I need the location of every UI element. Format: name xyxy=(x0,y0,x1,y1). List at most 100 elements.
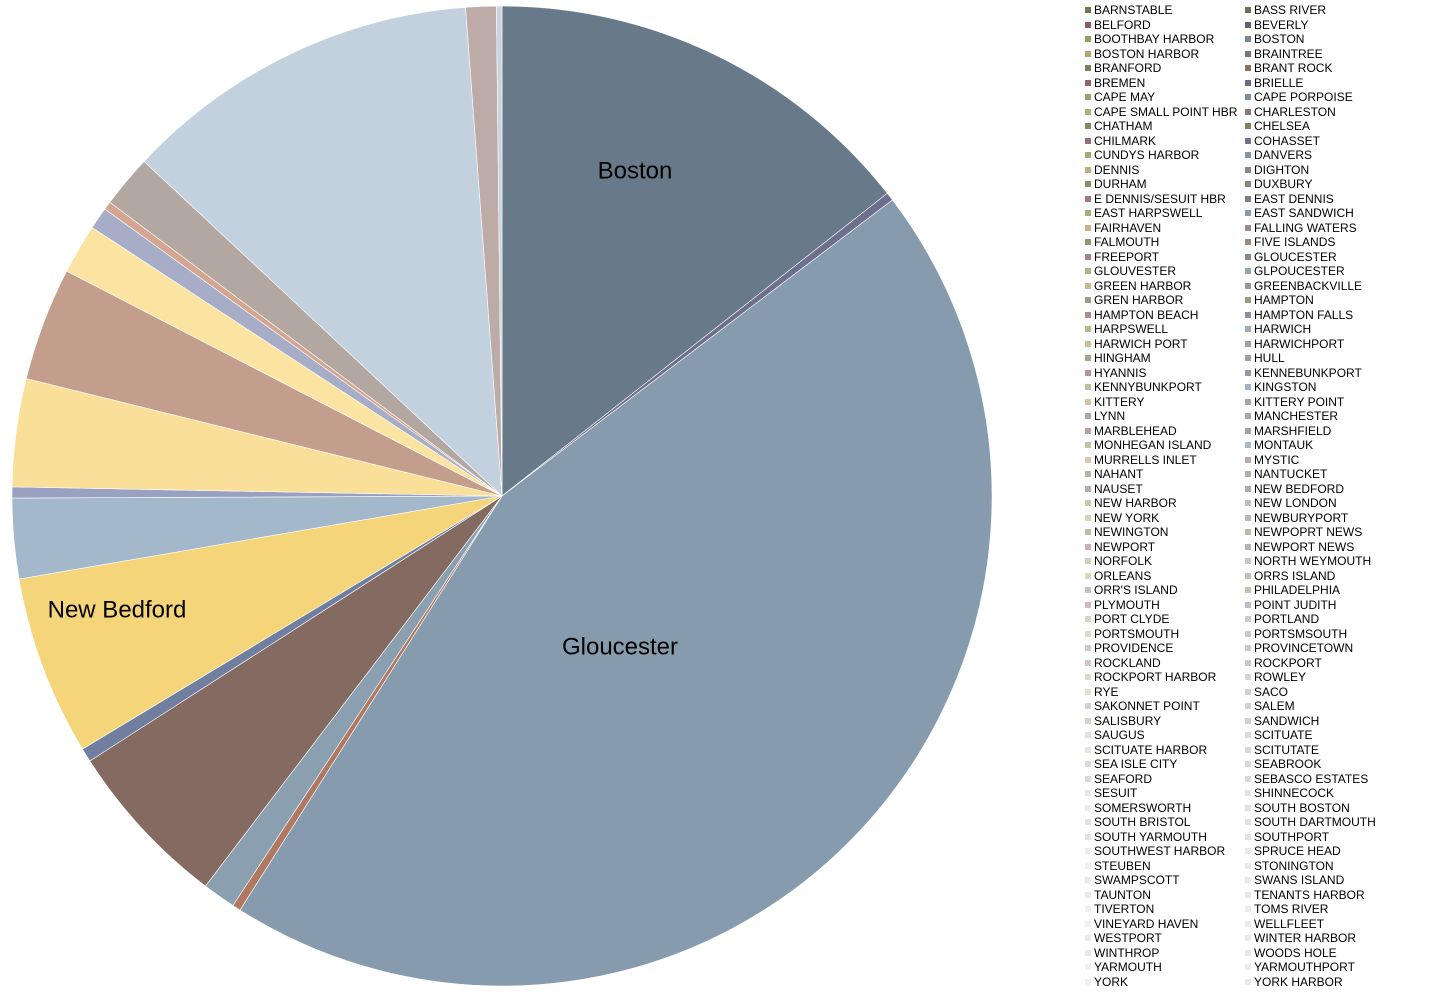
legend-swatch xyxy=(1245,819,1251,826)
legend-item: MYSTIC xyxy=(1245,453,1415,468)
legend-swatch xyxy=(1245,21,1251,28)
legend-item: WELLFLEET xyxy=(1245,917,1415,932)
legend-swatch xyxy=(1085,645,1091,652)
legend-label: TAUNTON xyxy=(1094,887,1151,902)
legend-label: NORFOLK xyxy=(1094,554,1153,568)
legend-item: PORTSMSOUTH xyxy=(1245,627,1415,642)
legend-item: BASS RIVER xyxy=(1245,3,1415,18)
legend-item: HARWICH xyxy=(1245,322,1415,337)
legend-label: MURRELLS INLET xyxy=(1094,452,1197,467)
legend-label: RYE xyxy=(1094,684,1119,699)
legend-swatch xyxy=(1245,65,1251,72)
legend-swatch xyxy=(1085,166,1091,173)
legend-swatch xyxy=(1245,978,1251,985)
legend-label: WESTPORT xyxy=(1094,931,1162,945)
legend-item: EAST SANDWICH xyxy=(1245,206,1415,221)
legend-label: KENNYBUNKPORT xyxy=(1094,380,1202,394)
legend-label: NEWINGTON xyxy=(1094,525,1169,539)
legend-label: TENANTS HARBOR xyxy=(1254,887,1365,902)
legend-label: ROCKPORT HARBOR xyxy=(1094,670,1217,684)
legend-swatch xyxy=(1245,355,1251,362)
legend-swatch xyxy=(1245,253,1251,260)
legend-swatch xyxy=(1085,108,1091,115)
legend-swatch xyxy=(1085,253,1091,260)
legend-label: VINEYARD HAVEN xyxy=(1094,916,1199,931)
legend-item: GREENBACKVILLE xyxy=(1245,279,1415,294)
legend-item: TENANTS HARBOR xyxy=(1245,888,1415,903)
legend-item: CHATHAM xyxy=(1085,119,1245,134)
legend-swatch xyxy=(1245,456,1251,463)
legend-label: HARWICH PORT xyxy=(1094,336,1188,351)
legend-swatch xyxy=(1245,268,1251,275)
legend-swatch xyxy=(1085,674,1091,681)
legend-item: PLYMOUTH xyxy=(1085,598,1245,613)
legend-swatch xyxy=(1085,703,1091,710)
legend-label: EAST HARPSWELL xyxy=(1094,206,1203,220)
legend-label: YORK HARBOR xyxy=(1254,974,1343,989)
legend-label: WINTHROP xyxy=(1094,945,1160,960)
legend-item: NAHANT xyxy=(1085,467,1245,482)
legend-label: HAMPTON xyxy=(1254,293,1314,307)
legend-item: NAUSET xyxy=(1085,482,1245,497)
legend-item: NEWPOPRT NEWS xyxy=(1245,525,1415,540)
legend-swatch xyxy=(1085,688,1091,695)
legend-swatch xyxy=(1085,732,1091,739)
legend-label: PORTSMOUTH xyxy=(1094,626,1180,641)
legend-swatch xyxy=(1245,703,1251,710)
legend-label: NEWPORT xyxy=(1094,539,1156,554)
legend-swatch xyxy=(1245,645,1251,652)
legend-item: SAUGUS xyxy=(1085,728,1245,743)
legend-swatch xyxy=(1245,601,1251,608)
legend-item: E DENNIS/SESUIT HBR xyxy=(1085,192,1245,207)
legend-item: ROCKPORT xyxy=(1245,656,1415,671)
legend-label: SCITUATE xyxy=(1254,728,1313,742)
legend-label: SEBASCO ESTATES xyxy=(1254,771,1369,786)
legend-label: DANVERS xyxy=(1254,148,1313,162)
legend-item: PROVIDENCE xyxy=(1085,641,1245,656)
legend-label: BASS RIVER xyxy=(1254,3,1327,17)
legend-item: HARPSWELL xyxy=(1085,322,1245,337)
legend-swatch xyxy=(1085,572,1091,579)
legend-swatch xyxy=(1085,558,1091,565)
legend-swatch xyxy=(1085,282,1091,289)
legend-swatch xyxy=(1085,21,1091,28)
legend-label: BRAINTREE xyxy=(1254,46,1323,61)
pie-slice-new-bedford xyxy=(18,495,503,750)
legend-label: CAPE SMALL POINT HBR xyxy=(1094,104,1238,119)
legend-swatch xyxy=(1245,108,1251,115)
legend-swatch xyxy=(1245,848,1251,855)
legend-item: TAUNTON xyxy=(1085,888,1245,903)
legend-swatch xyxy=(1245,413,1251,420)
legend-swatch xyxy=(1085,514,1091,521)
legend-label: DENNIS xyxy=(1094,162,1140,177)
legend-label: MARBLEHEAD xyxy=(1094,423,1177,438)
legend-swatch xyxy=(1085,224,1091,231)
legend-item: SCITUTATE xyxy=(1245,743,1415,758)
legend-label: SWAMPSCOTT xyxy=(1094,873,1180,887)
legend-label: SCITUATE HARBOR xyxy=(1094,742,1208,757)
legend-swatch xyxy=(1245,732,1251,739)
legend-item: HAMPTON FALLS xyxy=(1245,308,1415,323)
legend-label: SEA ISLE CITY xyxy=(1094,757,1178,771)
legend-item: CAPE PORPOISE xyxy=(1245,90,1415,105)
legend-item: BEVERLY xyxy=(1245,18,1415,33)
legend-item: BOSTON HARBOR xyxy=(1085,47,1245,62)
legend-swatch xyxy=(1085,137,1091,144)
legend-label: TOMS RIVER xyxy=(1254,902,1329,916)
legend-label: WELLFLEET xyxy=(1254,916,1325,931)
legend-label: CHELSEA xyxy=(1254,119,1311,133)
legend-swatch xyxy=(1245,891,1251,898)
legend-item: SWANS ISLAND xyxy=(1245,873,1415,888)
legend-item: HYANNIS xyxy=(1085,366,1245,381)
legend-label: DIGHTON xyxy=(1254,162,1310,177)
legend-item: WESTPORT xyxy=(1085,931,1245,946)
legend-swatch xyxy=(1085,906,1091,913)
pie-chart: Boston Gloucester New Bedford xyxy=(11,5,993,987)
legend-swatch xyxy=(1085,819,1091,826)
legend-item: KENNEBUNKPORT xyxy=(1245,366,1415,381)
legend-swatch xyxy=(1245,587,1251,594)
legend-swatch xyxy=(1245,964,1251,971)
legend-swatch xyxy=(1085,529,1091,536)
legend-item: BOSTON xyxy=(1245,32,1415,47)
legend-label: EAST DENNIS xyxy=(1254,191,1334,206)
